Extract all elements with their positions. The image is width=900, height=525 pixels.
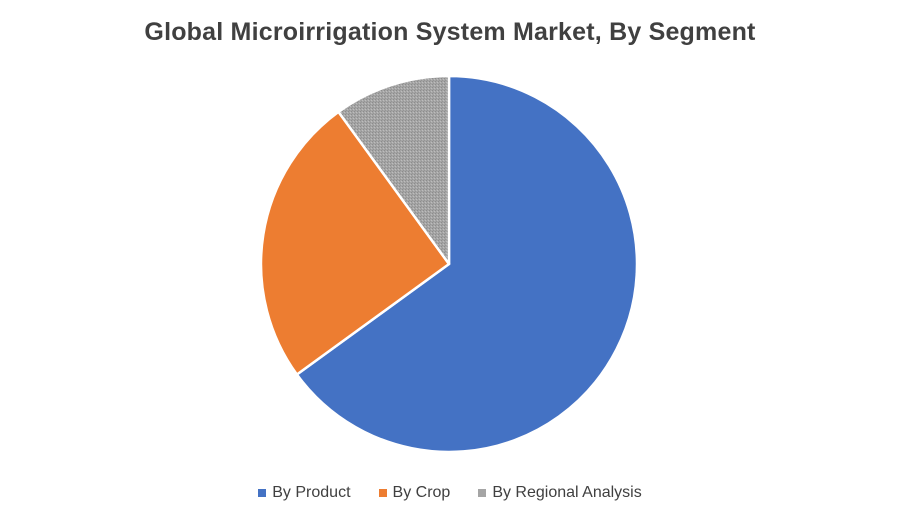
pie-slice-by-crop (259, 110, 451, 376)
pie-slice-by-product (295, 74, 639, 454)
legend-label: By Crop (392, 484, 451, 501)
legend-item-by-regional-analysis: By Regional Analysis (478, 484, 642, 502)
legend-item-by-product: By Product (258, 484, 351, 502)
legend-swatch (258, 489, 267, 497)
legend-swatch (378, 489, 387, 497)
legend-item-by-crop: By Crop (378, 484, 451, 502)
legend-label: By Product (272, 484, 351, 501)
pie-slice-by-regional-analysis (337, 74, 451, 266)
pie-chart (259, 74, 639, 454)
chart-title: Global Microirrigation System Market, By… (144, 18, 756, 46)
legend: By Product By Crop By Regional Analysis (0, 484, 900, 502)
legend-swatch (478, 489, 487, 497)
pie-slices (259, 74, 639, 454)
legend-label: By Regional Analysis (492, 484, 642, 501)
